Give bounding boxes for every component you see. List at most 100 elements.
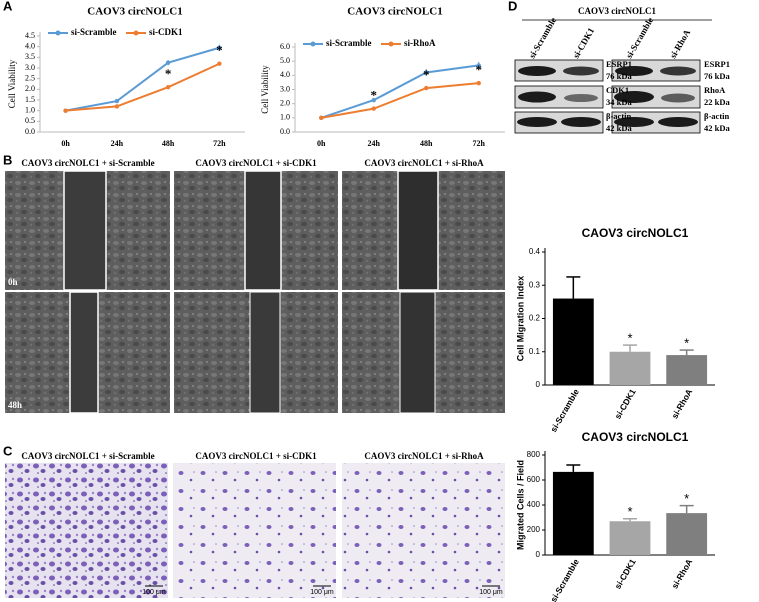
band-name: β-actin xyxy=(704,111,730,121)
marker xyxy=(63,108,68,113)
micrograph xyxy=(173,463,336,598)
condition-label: CAOV3 circNOLC1 + si-CDK1 xyxy=(195,451,317,461)
band-size: 42 kDa xyxy=(704,123,730,133)
x-tick-label: si-CDK1 xyxy=(612,387,637,421)
panel-label: B xyxy=(3,152,12,167)
legend-marker xyxy=(133,30,139,36)
y-axis-label: Cell Viability xyxy=(260,65,270,114)
marker xyxy=(371,106,376,111)
chart-title: CAOV3 circNOLC1 xyxy=(87,6,182,18)
band-name: ESRP1 xyxy=(704,59,730,69)
panel-labels: A B C D xyxy=(3,0,517,458)
y-tick-label: 800 xyxy=(527,450,541,459)
lane-label: si-Scramble xyxy=(527,16,558,60)
y-tick-label: 4.5 xyxy=(25,31,35,40)
marker xyxy=(114,98,120,104)
condition-label: CAOV3 circNOLC1 + si-Scramble xyxy=(21,451,154,461)
band-size: 76 kDa xyxy=(606,71,632,81)
chart: CAOV3 circNOLC1 Cell Viability 0.0 1.0 2.0 3.… xyxy=(260,6,505,148)
chart: CAOV3 circNOLC1 Cell Viability 0.0 0.5 1.01.… xyxy=(7,6,245,148)
significance: * xyxy=(165,66,172,81)
bar xyxy=(552,298,594,385)
blot-band xyxy=(614,117,654,127)
y-tick-label: 3.5 xyxy=(25,52,35,61)
x-tick-label: si-CDK1 xyxy=(612,557,637,591)
significance: * xyxy=(476,62,483,77)
blot-band xyxy=(561,117,601,127)
x-tick-label: 0h xyxy=(61,139,70,148)
marker xyxy=(114,104,120,109)
band-name: CDK1 xyxy=(606,85,629,95)
wound-gap xyxy=(399,291,436,414)
y-tick-label: 2.0 xyxy=(25,84,35,93)
band-name: β-actin xyxy=(606,111,632,121)
condition-label: CAOV3 circNOLC1 + si-CDK1 xyxy=(195,158,317,168)
legend-label: si-Scramble xyxy=(71,27,117,37)
y-tick-label: 0 xyxy=(536,380,541,389)
y-axis-label: Migrated Cells / Field xyxy=(515,460,525,550)
scale-bar-label: 100 μm xyxy=(479,589,503,596)
chart-title: CAOV3 circNOLC1 xyxy=(582,430,689,444)
x-tick-label: 24h xyxy=(111,139,124,148)
chart-title: CAOV3 circNOLC1 xyxy=(582,226,689,240)
condition-label: CAOV3 circNOLC1 + si-RhoA xyxy=(364,158,484,168)
y-axis-label: Cell Migration Index xyxy=(515,276,525,362)
band-name: ESRP1 xyxy=(606,59,632,69)
x-tick-label: 72h xyxy=(473,139,486,148)
timepoint-label: 0h xyxy=(8,277,18,287)
significance: * xyxy=(684,336,689,351)
x-tick-label: si-Scramble xyxy=(548,557,581,602)
y-tick-label: 0.4 xyxy=(529,247,541,256)
legend-marker xyxy=(310,41,316,47)
panel-label: C xyxy=(3,443,13,458)
x-tick-label: si-RhoA xyxy=(669,557,694,590)
legend-marker xyxy=(388,41,394,47)
bar xyxy=(666,513,708,555)
blot-band xyxy=(615,66,653,76)
y-tick-label: 0.3 xyxy=(529,280,541,289)
y-tick-label: 4.0 xyxy=(280,70,290,79)
y-tick-label: 1.0 xyxy=(280,113,290,122)
x-tick-label: 48h xyxy=(162,139,175,148)
y-tick-label: 600 xyxy=(527,475,541,484)
y-tick-label: 6.0 xyxy=(280,42,290,51)
bar xyxy=(666,355,708,385)
legend-label: si-CDK1 xyxy=(149,27,183,37)
bar xyxy=(609,351,651,385)
line xyxy=(320,64,479,119)
transwell: CAOV3 circNOLC1 + si-Scramble CAOV3 circ… xyxy=(5,451,505,598)
significance: * xyxy=(216,43,223,58)
marker xyxy=(165,60,171,65)
y-tick-label: 3.0 xyxy=(25,63,35,72)
blot-band xyxy=(661,93,695,103)
significance: * xyxy=(423,67,430,82)
marker xyxy=(424,70,429,75)
panel-label: D xyxy=(508,0,517,13)
wound-healing: CAOV3 circNOLC1 + si-Scramble CAOV3 circ… xyxy=(5,158,505,414)
y-tick-label: 2.0 xyxy=(280,98,290,107)
marker xyxy=(476,63,481,68)
chart-title: CAOV3 circNOLC1 xyxy=(347,6,442,18)
significance: * xyxy=(627,504,632,519)
lane-label: si-Scramble xyxy=(624,16,655,60)
wound-gap xyxy=(397,170,439,291)
blot-band xyxy=(658,117,698,127)
bar xyxy=(609,521,651,555)
marker xyxy=(165,85,171,90)
condition-label: CAOV3 circNOLC1 + si-Scramble xyxy=(21,158,154,168)
condition-label: CAOV3 circNOLC1 + si-RhoA xyxy=(364,451,484,461)
scale-bar-label: 100 μm xyxy=(142,589,166,596)
marker xyxy=(217,45,222,50)
y-tick-label: 3.0 xyxy=(280,84,290,93)
marker xyxy=(371,97,376,103)
x-tick-label: 72h xyxy=(213,139,226,148)
line xyxy=(65,46,220,112)
lane-label: si-CDK1 xyxy=(571,26,597,60)
y-tick-label: 0.1 xyxy=(529,347,541,356)
y-tick-label: 0.0 xyxy=(280,127,290,136)
marker xyxy=(424,85,429,91)
y-tick-label: 0 xyxy=(536,550,541,559)
y-tick-label: 1.0 xyxy=(25,105,35,114)
marker xyxy=(476,80,481,86)
